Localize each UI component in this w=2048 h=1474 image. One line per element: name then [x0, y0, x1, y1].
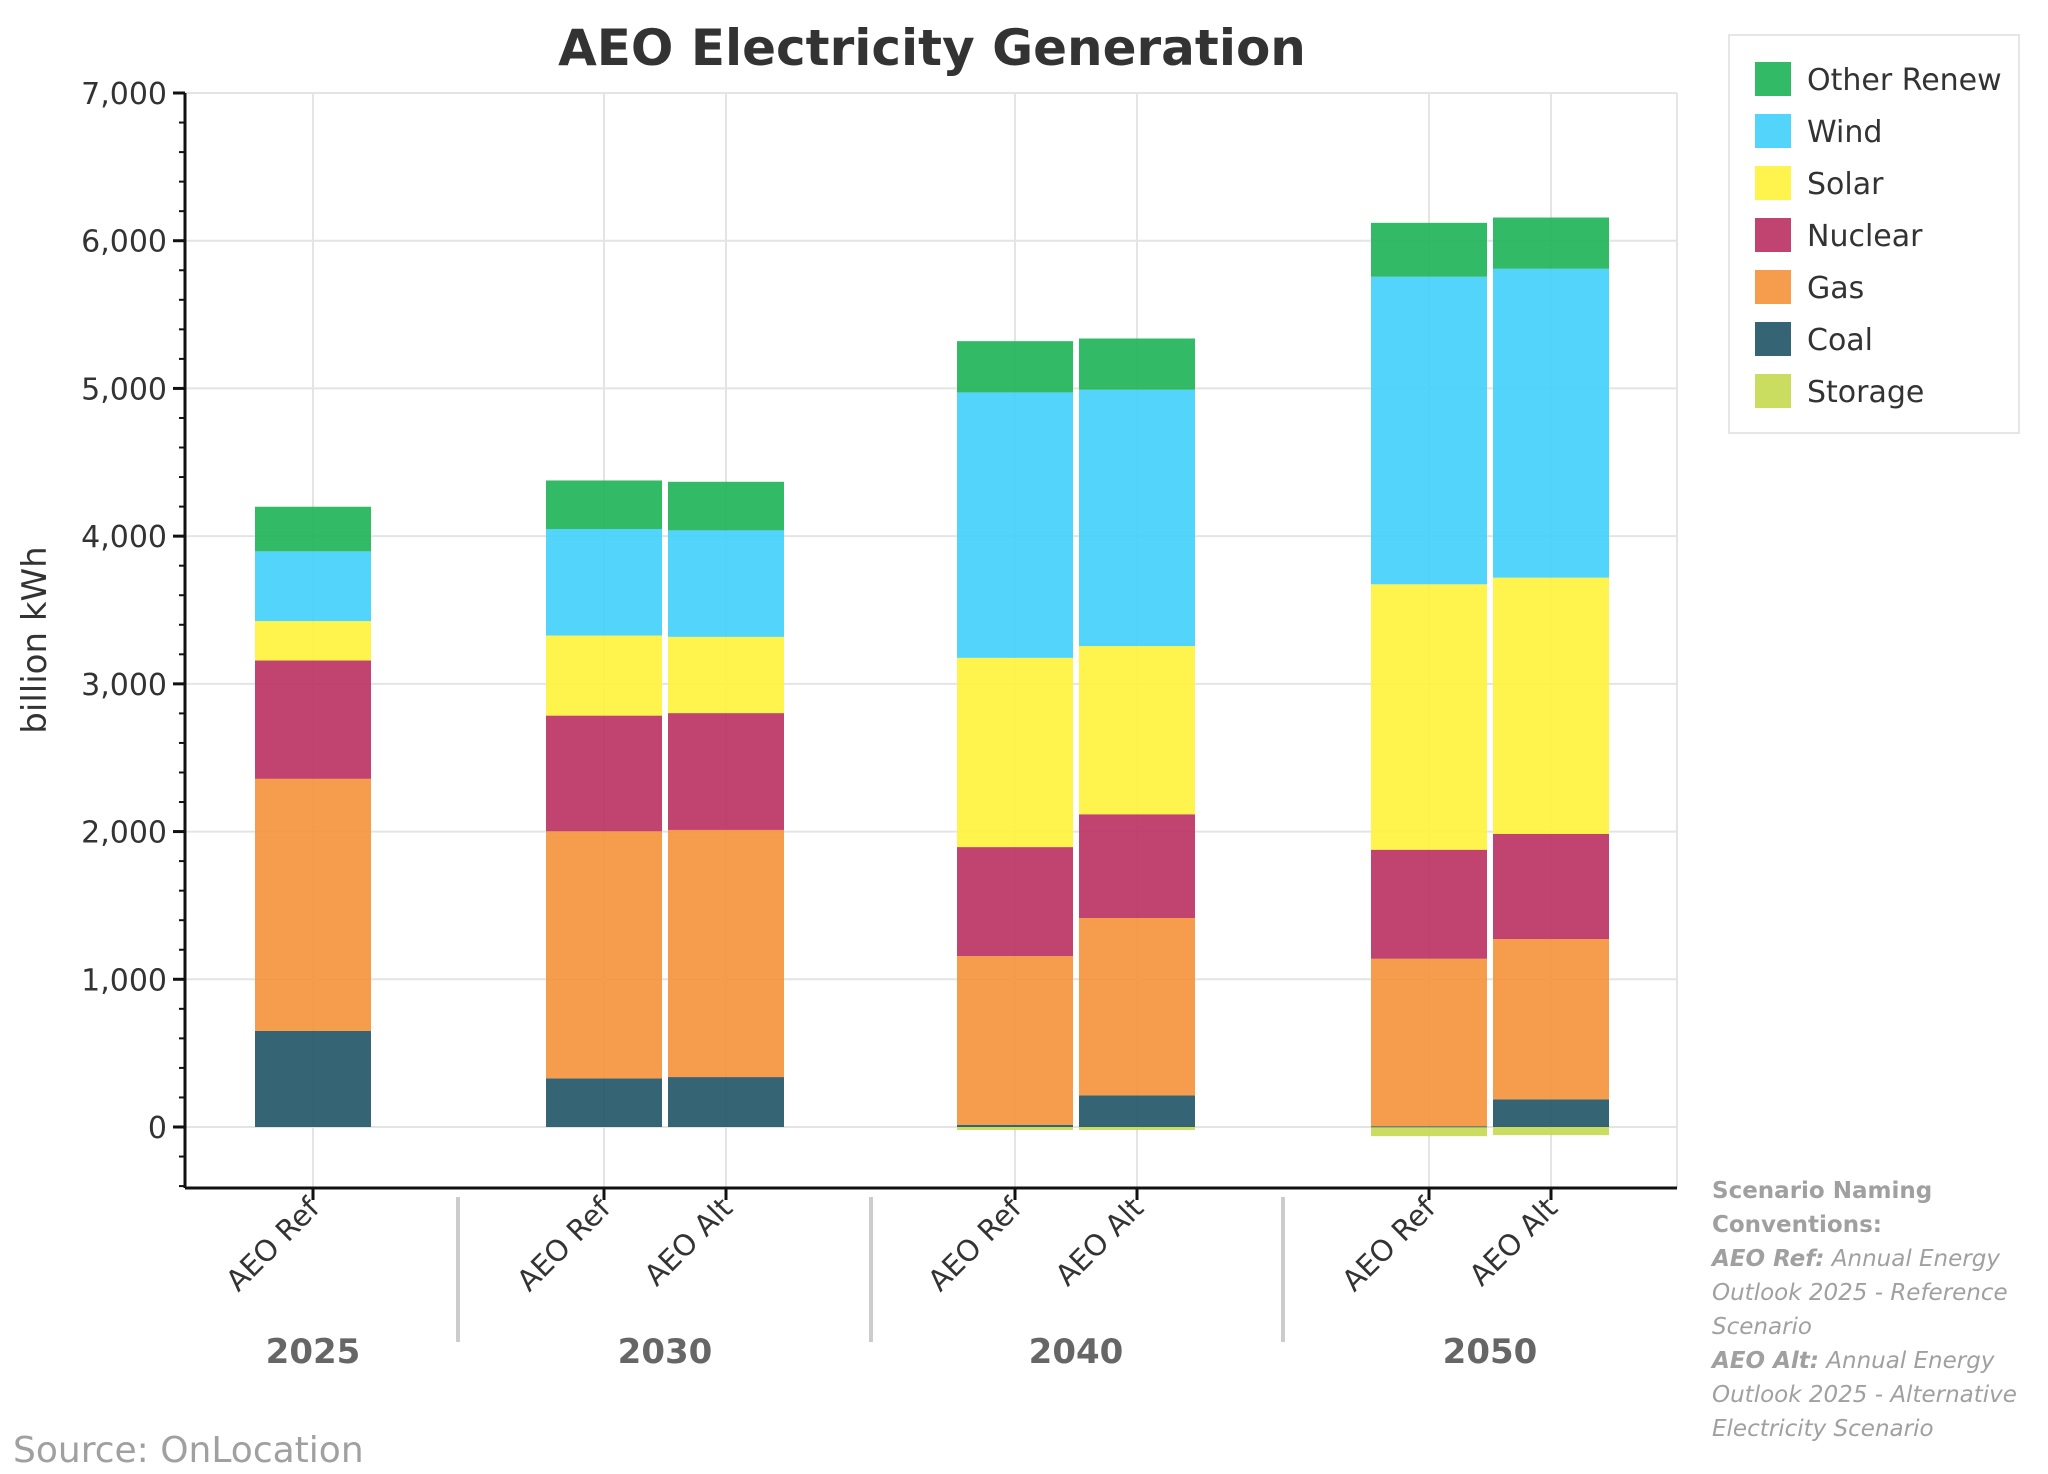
legend-label: Wind	[1807, 115, 1882, 150]
notes-ref-3: Scenario	[1712, 1314, 1812, 1340]
legend-swatch-other-renew	[1755, 62, 1791, 96]
group-label: 2030	[618, 1332, 713, 1372]
bar-segment-nuclear: 2030 AEO Ref Nuclear: 783	[546, 715, 662, 832]
notes-alt: AEO Alt: Annual Energy	[1710, 1348, 1995, 1374]
bar-segment-other-renew: 2030 AEO Alt Other Renew: 329	[668, 481, 784, 531]
legend-label: Solar	[1807, 167, 1884, 202]
bar-segment-coal: 2030 AEO Ref Coal: 329	[546, 1078, 662, 1127]
bar-segment-solar: 2040 AEO Ref Solar: 1281	[957, 657, 1073, 848]
bar-segment-other-renew: 2025 AEO Ref Other Renew: 302	[255, 506, 371, 552]
bar-segment-solar: 2030 AEO Alt Solar: 516	[668, 636, 784, 714]
bar-segment-storage: 2040 AEO Alt Storage: -20	[1079, 1127, 1195, 1130]
legend: Other Renew Wind Solar Nuclear Gas Coal Storag…	[1728, 34, 2020, 434]
y-tick-label: 0	[148, 1111, 167, 1146]
legend-swatch-gas	[1755, 270, 1791, 304]
bar-segment-other-renew: 2030 AEO Ref Other Renew: 329	[546, 480, 662, 530]
bar-segment-storage: 2050 AEO Alt Storage: -55	[1493, 1127, 1609, 1136]
y-tick-label: 6,000	[81, 225, 167, 260]
group-label: 2050	[1443, 1332, 1538, 1372]
legend-swatch-solar	[1755, 166, 1791, 200]
legend-label: Other Renew	[1807, 63, 2002, 98]
bar-segment-gas: 2040 AEO Alt Gas: 1201	[1079, 917, 1195, 1096]
bar-segment-nuclear: 2025 AEO Ref Nuclear: 801	[255, 660, 371, 779]
bar-segment-storage: 2050 AEO Ref Storage: -62	[1371, 1127, 1487, 1137]
bar-segment-gas: 2050 AEO Alt Gas: 1085	[1493, 939, 1609, 1100]
notes-heading-line2: Conventions:	[1712, 1212, 1882, 1238]
bar-segment-wind: 2040 AEO Ref Wind: 1797	[957, 392, 1073, 658]
y-tick-label: 5,000	[81, 372, 167, 407]
bar-segment-nuclear: 2050 AEO Alt Nuclear: 712	[1493, 833, 1609, 940]
bar-segment-other-renew: 2040 AEO Alt Other Renew: 347	[1079, 338, 1195, 390]
bar-segment-solar: 2030 AEO Ref Solar: 542	[546, 635, 662, 716]
notes-alt-2: Outlook 2025 - Alternative	[1712, 1382, 2017, 1408]
y-tick-label: 4,000	[81, 520, 167, 555]
y-tick-label: 1,000	[81, 963, 167, 998]
bar-segment-coal: 2040 AEO Alt Coal: 214	[1079, 1095, 1195, 1127]
bar-segment-nuclear: 2030 AEO Alt Nuclear: 791	[668, 713, 784, 830]
bar-segment-gas: 2030 AEO Ref Gas: 1673	[546, 831, 662, 1079]
bar-segment-wind: 2050 AEO Alt Wind: 2091	[1493, 268, 1609, 578]
notes-ref-2: Outlook 2025 - Reference	[1712, 1280, 2008, 1306]
y-tick-label: 3,000	[81, 668, 167, 703]
bar-segment-storage: 2040 AEO Ref Storage: -20	[957, 1127, 1073, 1130]
bar-segment-other-renew: 2040 AEO Ref Other Renew: 347	[957, 341, 1073, 393]
y-tick-label: 2,000	[81, 816, 167, 851]
bar-segment-nuclear: 2040 AEO Alt Nuclear: 702	[1079, 814, 1195, 918]
legend-label: Coal	[1807, 323, 1873, 358]
bar-segment-solar: 2050 AEO Ref Solar: 1797	[1371, 584, 1487, 850]
bar-segment-solar: 2050 AEO Alt Solar: 1735	[1493, 577, 1609, 834]
notes-ref: AEO Ref: Annual Energy	[1710, 1246, 2000, 1272]
bar-segment-wind: 2030 AEO Ref Wind: 721	[546, 529, 662, 636]
legend-swatch-storage	[1755, 374, 1791, 408]
bar-segment-wind: 2030 AEO Alt Wind: 721	[668, 530, 784, 637]
bar-segment-coal: 2050 AEO Ref Coal: 5	[1371, 1126, 1487, 1128]
notes-alt-3: Electricity Scenario	[1712, 1416, 1934, 1442]
bar-segment-wind: 2050 AEO Ref Wind: 2082	[1371, 276, 1487, 585]
legend-swatch-wind	[1755, 114, 1791, 148]
bar-segment-coal: 2025 AEO Ref Coal: 650	[255, 1030, 371, 1127]
bar-segment-coal: 2040 AEO Ref Coal: 15	[957, 1124, 1073, 1127]
legend-swatch-coal	[1755, 322, 1791, 356]
bar-segment-gas: 2025 AEO Ref Gas: 1707	[255, 778, 371, 1031]
bar-segment-nuclear: 2050 AEO Ref Nuclear: 738	[1371, 849, 1487, 959]
bar-segment-solar: 2040 AEO Alt Solar: 1139	[1079, 646, 1195, 815]
source-label: Source: OnLocation	[13, 1430, 364, 1471]
chart-title: AEO Electricity Generation	[558, 19, 1306, 77]
bar-segment-wind: 2040 AEO Alt Wind: 1735	[1079, 389, 1195, 647]
bar-segment-nuclear: 2040 AEO Ref Nuclear: 738	[957, 847, 1073, 957]
bar-segment-coal: 2030 AEO Alt Coal: 338	[668, 1077, 784, 1127]
bar-segment-gas: 2040 AEO Ref Gas: 1142	[957, 956, 1073, 1125]
bar-segment-wind: 2025 AEO Ref Wind: 472	[255, 551, 371, 622]
bar-segment-coal: 2050 AEO Alt Coal: 187	[1493, 1099, 1609, 1127]
group-label: 2040	[1029, 1332, 1124, 1372]
y-axis-label: billion kWh	[15, 546, 55, 733]
legend-swatch-nuclear	[1755, 218, 1791, 252]
group-label: 2025	[266, 1332, 361, 1372]
legend-label: Storage	[1807, 375, 1924, 410]
bar-segment-gas: 2050 AEO Ref Gas: 1134	[1371, 958, 1487, 1127]
bar-segment-other-renew: 2050 AEO Ref Other Renew: 365	[1371, 222, 1487, 277]
legend-label: Nuclear	[1807, 219, 1923, 254]
bar-segment-solar: 2025 AEO Ref Solar: 267	[255, 621, 371, 661]
bar-segment-other-renew: 2050 AEO Alt Other Renew: 347	[1493, 217, 1609, 269]
bars: 2025 AEO Ref Coal: 6502025 AEO Ref Gas: …	[255, 217, 1609, 1137]
legend-label: Gas	[1807, 271, 1864, 306]
bar-segment-gas: 2030 AEO Alt Gas: 1673	[668, 829, 784, 1078]
notes-heading-line1: Scenario Naming	[1712, 1178, 1932, 1204]
y-tick-label: 7,000	[81, 77, 167, 112]
scenario-notes: Scenario Naming Conventions: AEO Ref: An…	[1710, 1178, 2017, 1442]
